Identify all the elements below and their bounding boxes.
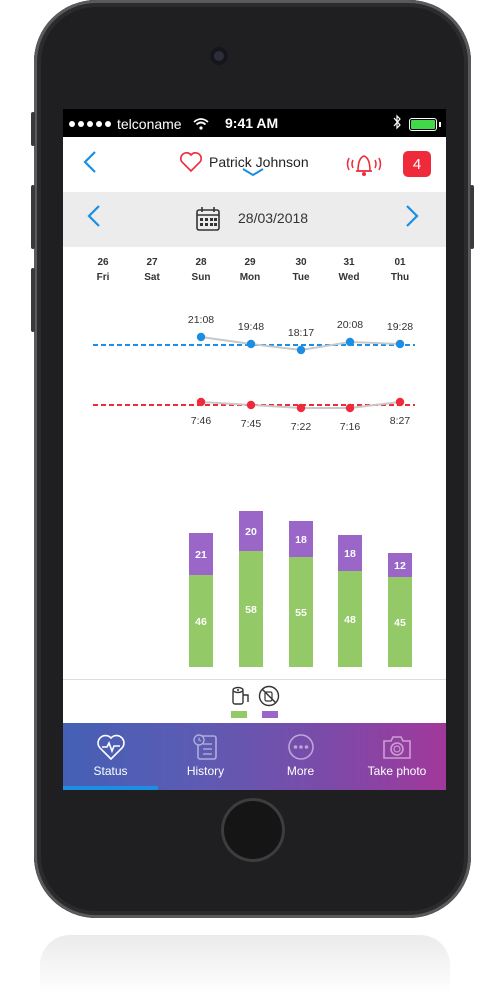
chevron-left-icon [83,151,96,173]
tab-history[interactable]: History [158,723,253,790]
data-point [296,345,306,355]
day-column[interactable]: 28 Sun [191,257,211,283]
front-camera [210,47,228,65]
no-tissue-icon [258,685,280,707]
chart-legend [63,679,446,723]
tissue-roll-icon [232,686,249,705]
chevron-right-icon [406,205,419,227]
bar-segment [289,557,313,667]
data-label: 7:22 [291,421,312,433]
data-label: 20:08 [337,319,363,331]
bar-segment [338,535,362,571]
bar-segment [189,533,213,575]
carrier-indicator: telconame [69,116,209,132]
tab-label: Status [93,764,128,778]
tab-take-photo[interactable]: Take photo [348,723,446,790]
clock: 9:41 AM [225,115,279,131]
data-point [395,397,405,407]
home-button[interactable] [221,798,285,862]
data-point [345,403,355,413]
carrier-name: telconame [117,116,182,132]
tab-label: History [186,764,225,778]
data-label: 7:16 [340,421,361,433]
bar-value-label: 12 [394,560,406,572]
tab-bar: Status History More [63,723,446,790]
alert-count-badge[interactable]: 4 [403,151,431,177]
bar-value-label: 58 [245,604,257,616]
day-column[interactable]: 30 Tue [292,257,310,283]
camera-icon [383,736,411,759]
data-point [246,400,256,410]
data-point [196,332,206,342]
sleep-chart: 21:08 19:48 18:17 20:08 19:28 7:46 7:45 7:22 7:1… [93,314,415,667]
bar-segment [388,577,412,667]
bar-segment [388,553,412,577]
back-button[interactable] [83,150,97,181]
data-label: 7:46 [191,415,212,427]
mute-switch [31,112,35,146]
patient-header: Patrick Johnson 4 [63,137,446,192]
patient-selector[interactable]: Patrick Johnson [179,151,309,173]
data-point [345,337,355,347]
previous-date-button[interactable] [87,204,101,235]
bar-segment [239,511,263,551]
clipboard-clock-icon [192,734,217,760]
bar-value-label: 18 [344,548,356,560]
next-date-button[interactable] [405,204,419,235]
date-navigator: 28/03/2018 [63,192,446,247]
data-label: 19:48 [238,321,264,333]
chevron-left-icon [87,205,100,227]
active-tab-indicator [63,786,158,790]
data-label: 18:17 [288,327,314,339]
data-label: 7:45 [241,418,262,430]
calendar-icon[interactable] [195,206,221,232]
bar-value-label: 55 [295,607,307,619]
power-button [470,185,474,249]
status-bar: telconame 9:41 AM [63,109,446,137]
wifi-icon [193,118,209,130]
phone-reflection [40,935,450,995]
legend-swatch [231,711,247,718]
tab-more[interactable]: More [253,723,348,790]
selected-date: 28/03/2018 [238,210,309,226]
data-point [296,403,306,413]
heart-icon [180,152,202,173]
data-point [395,339,405,349]
data-label: 21:08 [188,314,214,326]
tab-status[interactable]: Status [63,723,158,790]
bar-value-label: 46 [195,616,207,628]
volume-down-button [31,268,35,332]
day-column[interactable]: 01 Thu [390,257,410,283]
tab-label: More [286,764,315,778]
app-screen: telconame 9:41 AM Patrick Johnson [63,109,446,790]
bar-value-label: 48 [344,614,356,626]
day-column[interactable]: 31 Wed [338,257,360,283]
bar-segment [239,551,263,667]
bar-value-label: 21 [195,549,207,561]
day-header: 26 Fri 27 Sat 28 Sun 29 Mon 30 Tue 31 Wed 01 Th… [63,255,446,289]
heart-pulse-icon [96,734,125,761]
chevron-down-icon[interactable] [241,167,265,177]
bar-value-label: 20 [245,526,257,538]
tab-label: Take photo [367,764,427,778]
bar-segment [338,571,362,667]
patient-name: Patrick Johnson [209,154,309,170]
bluetooth-icon [393,114,401,130]
day-column[interactable]: 26 Fri [96,257,110,283]
bar-segment [189,575,213,667]
data-point [196,397,206,407]
day-column[interactable]: 27 Sat [144,257,160,283]
bar-value-label: 45 [394,617,406,629]
bar-segment [289,521,313,557]
more-dots-icon [287,734,314,760]
data-label: 19:28 [387,321,413,333]
data-point [246,339,256,349]
battery-icon [409,118,441,131]
day-column[interactable]: 29 Mon [239,257,261,283]
volume-up-button [31,185,35,249]
legend-swatch [262,711,278,718]
alarm-bell-icon[interactable] [346,150,382,178]
bar-value-label: 18 [295,534,307,546]
data-label: 8:27 [390,415,411,427]
